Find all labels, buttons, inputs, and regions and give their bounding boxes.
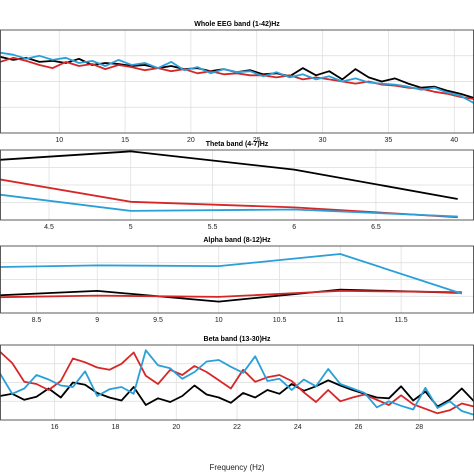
x-tick-label: 40 (450, 137, 458, 144)
series-blue-line (0, 349, 474, 416)
x-tick-label: 5.5 (208, 224, 218, 231)
chart-panel-2: Theta band (4-7)Hz 4.5 5 5.5 6 6.5 (0, 141, 474, 231)
series-red-line (0, 351, 474, 415)
x-axis-label: Frequency (Hz) (209, 463, 264, 472)
series-blue-line (0, 51, 474, 104)
series-blue-line (0, 193, 458, 218)
x-tick-label: 10.5 (273, 317, 287, 324)
x-tick-label: 10 (215, 317, 223, 324)
x-tick-label: 4.5 (44, 224, 54, 231)
x-tick-label: 20 (187, 137, 195, 144)
panel-title: Theta band (4-7)Hz (206, 141, 269, 148)
x-tick-label: 26 (355, 424, 363, 431)
x-tick-label: 16 (51, 424, 59, 431)
x-tick-label: 6.5 (371, 224, 381, 231)
series-black-line (0, 379, 474, 408)
x-tick-label: 18 (112, 424, 120, 431)
panel-title: Whole EEG band (1-42)Hz (194, 21, 280, 28)
series-blue-line (0, 253, 463, 295)
series-black-line (0, 150, 458, 200)
panel-title: Alpha band (8-12)Hz (203, 237, 271, 244)
series-red-line (0, 56, 474, 100)
x-tick-label: 9.5 (153, 317, 163, 324)
chart-panel-3: Alpha band (8-12)Hz 8.5 9 9.5 10 10.5 11 11.5 (0, 237, 474, 324)
x-tick-label: 20 (172, 424, 180, 431)
chart-panel-4: Beta band (13-30)Hz 16 18 20 22 24 26 28 (0, 336, 474, 431)
chart-panel-1: Whole EEG band (1-42)Hz 10 15 20 25 30 35 40 (0, 21, 474, 144)
x-tick-label: 24 (294, 424, 302, 431)
x-tick-label: 8.5 (32, 317, 42, 324)
x-tick-label: 11 (337, 317, 344, 324)
x-tick-label: 11.5 (395, 317, 408, 324)
x-tick-label: 30 (319, 137, 327, 144)
x-tick-label: 15 (121, 137, 129, 144)
series-red-line (0, 289, 462, 299)
x-tick-label: 6 (292, 224, 296, 231)
x-tick-label: 35 (385, 137, 393, 144)
x-tick-label: 5 (129, 224, 133, 231)
x-tick-label: 10 (55, 137, 63, 144)
x-tick-label: 9 (95, 317, 99, 324)
x-tick-label: 22 (233, 424, 241, 431)
x-tick-label: 25 (253, 137, 261, 144)
panel-title: Beta band (13-30)Hz (204, 336, 271, 343)
x-tick-label: 28 (415, 424, 423, 431)
